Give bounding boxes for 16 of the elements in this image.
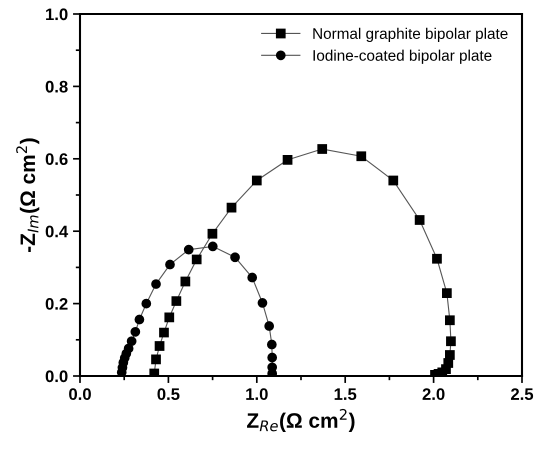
- y-tick-label: 1.0: [46, 8, 68, 20]
- x-tick-label: 1.0: [246, 388, 268, 400]
- x-tick-label: 1.5: [334, 388, 356, 400]
- x-tick-label: 2.5: [510, 388, 534, 400]
- x-tick-label: 0.5: [157, 388, 180, 400]
- legend-label: Iodine-coated bipolar plate: [314, 50, 492, 64]
- x-tick-label: 0.0: [69, 388, 91, 400]
- x-tick-label: 2.0: [422, 388, 444, 400]
- y-tick-label: 0.8: [46, 80, 68, 93]
- y-tick-label: 0.2: [46, 298, 68, 310]
- y-tick-label: 0.6: [46, 153, 68, 166]
- legend-label: Normal graphite bipolar plate: [313, 28, 508, 42]
- y-tick-label: 0.4: [46, 226, 68, 238]
- y-axis-title: -Z$_{Im}$(Ω cm$^{2}$): [16, 138, 40, 252]
- y-tick-label: 0.0: [46, 370, 68, 382]
- x-axis-title: Z$_{Re}$(Ω cm$^{2}$): [247, 408, 355, 432]
